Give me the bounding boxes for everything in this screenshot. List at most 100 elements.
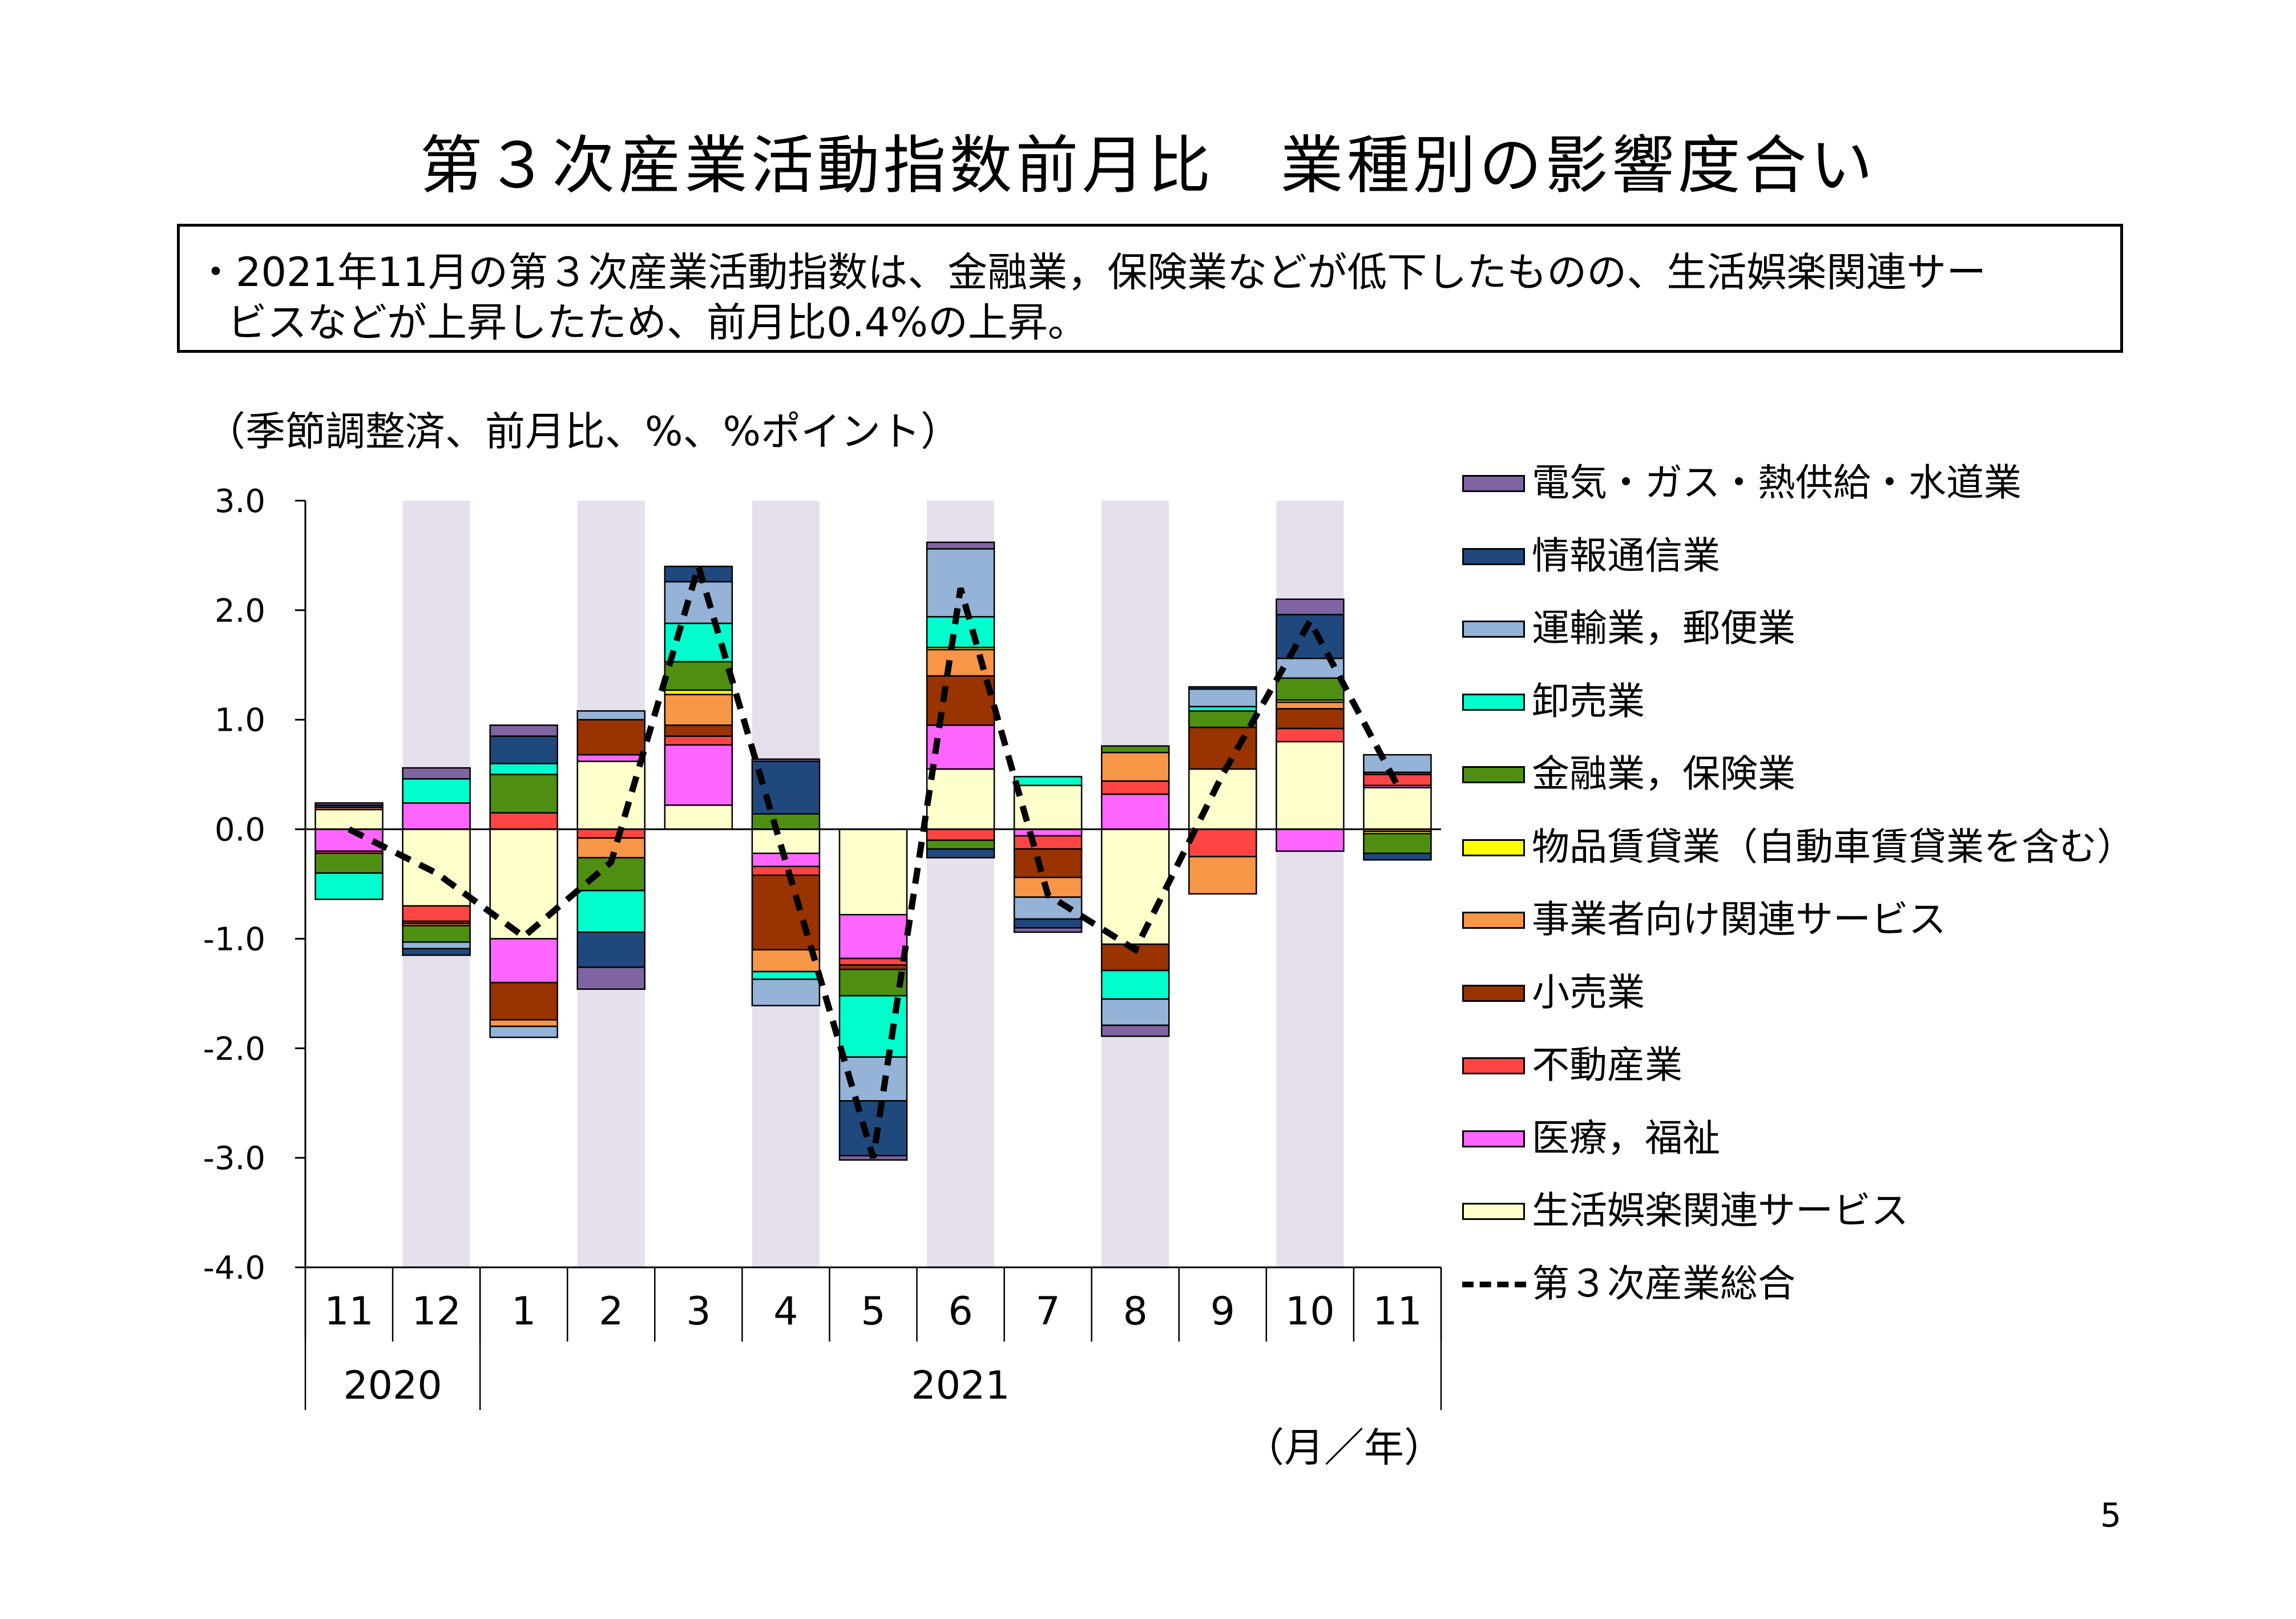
legend-dash-line — [1462, 1281, 1526, 1287]
bar-segment — [751, 760, 821, 815]
x-axis-unit-label: （月／年） — [1244, 1424, 1444, 1471]
legend-label: 不動産業 — [1532, 1043, 1682, 1087]
bar-segment — [1013, 848, 1083, 879]
x-tick-label: 11 — [324, 1289, 374, 1334]
bar-segment — [489, 735, 558, 764]
bar-segment — [489, 938, 558, 984]
bar-segment — [926, 839, 995, 850]
bar-segment — [1100, 745, 1170, 754]
bar-segment — [489, 724, 558, 737]
bar-segment — [314, 852, 384, 874]
legend-label: 生活娯楽関連サービス — [1532, 1189, 1908, 1233]
bar-segment — [402, 778, 471, 804]
legend-label: 医療，福祉 — [1532, 1115, 1720, 1160]
bar-segment — [402, 828, 471, 907]
bar-segment — [751, 813, 821, 830]
bar-segment — [314, 828, 384, 852]
y-tick-label: -3.0 — [203, 1140, 265, 1177]
legend-item: 電気・ガス・熱供給・水道業 — [1462, 460, 2204, 506]
year-label: 2020 — [344, 1363, 442, 1408]
bar-segment — [1100, 943, 1170, 972]
y-tick-label: -2.0 — [203, 1030, 265, 1068]
bar-segment — [926, 548, 995, 618]
legend-label: 小売業 — [1532, 970, 1645, 1014]
summary-line-2: ビスなどが上昇したため、前月比0.4%の上昇。 — [227, 299, 1088, 346]
legend-swatch — [1462, 839, 1525, 856]
bar-segment — [1100, 793, 1170, 830]
bar-segment — [1188, 688, 1257, 707]
legend-swatch — [1462, 1203, 1525, 1220]
legend-item: 情報通信業 — [1462, 533, 2204, 579]
bar-segment — [402, 941, 471, 949]
legend-item: 医療，福祉 — [1462, 1115, 2204, 1161]
bar-segment — [1013, 828, 1083, 837]
bar-segment — [751, 949, 821, 973]
x-tick-label: 4 — [773, 1289, 798, 1334]
bar-segment — [664, 622, 733, 663]
bar-segment — [838, 828, 908, 916]
bar-segment — [838, 913, 908, 960]
bar-segment — [838, 957, 908, 966]
bar-segment — [751, 978, 821, 1006]
legend-item: 物品賃貸業（自動車賃貸業を含む） — [1462, 824, 2204, 870]
bar-segment — [1188, 856, 1257, 895]
bar-segment — [1276, 727, 1345, 743]
x-tick-label: 3 — [686, 1289, 711, 1334]
legend-swatch — [1462, 912, 1525, 929]
bar-segment — [402, 948, 471, 956]
x-tick-label: 5 — [861, 1289, 885, 1334]
x-tick-label: 7 — [1036, 1289, 1060, 1334]
bar-segment — [1363, 832, 1432, 855]
legend-item: 運輸業，郵便業 — [1462, 606, 2204, 651]
bar-segment — [1188, 828, 1257, 857]
bar-segment — [926, 675, 995, 726]
bar-segment — [751, 970, 821, 980]
y-tick-label: 2.0 — [215, 593, 265, 630]
legend-item: 事業者向け関連サービス — [1462, 897, 2204, 943]
legend-swatch — [1462, 766, 1525, 783]
legend-label: 運輸業，郵便業 — [1532, 606, 1795, 650]
bar-segment — [576, 754, 646, 762]
x-tick-label: 12 — [411, 1289, 461, 1334]
bar-segment — [664, 744, 733, 806]
x-tick-label: 6 — [948, 1289, 973, 1334]
unit-label: （季節調整済、前月比、%、%ポイント） — [205, 408, 961, 455]
legend-label: 卸売業 — [1532, 679, 1645, 723]
legend-label: 事業者向け関連サービス — [1532, 897, 1946, 941]
bar-segment — [314, 872, 384, 900]
bar-segment — [926, 848, 995, 859]
x-tick-label: 9 — [1210, 1289, 1235, 1334]
bar-segment — [1363, 852, 1432, 861]
legend-label: 第３次産業総合 — [1532, 1261, 1795, 1306]
legend-label: 電気・ガス・熱供給・水道業 — [1532, 461, 2021, 505]
summary-line-1: ・2021年11月の第３次産業活動指数は、金融業，保険業などが低下したものの、生… — [196, 249, 1987, 296]
bar-segment — [402, 802, 471, 830]
bar-segment — [664, 735, 733, 746]
bar-segment — [402, 767, 471, 780]
legend-item: 卸売業 — [1462, 679, 2204, 724]
bar-segment — [1188, 710, 1257, 728]
bar-segment — [1276, 614, 1345, 659]
bar-segment — [1100, 1024, 1170, 1037]
bar-segment — [489, 828, 558, 940]
legend-item: 小売業 — [1462, 970, 2204, 1016]
bar-segment — [489, 1019, 558, 1028]
bar-segment — [926, 828, 995, 841]
bar-segment — [1363, 754, 1432, 774]
bar-segment — [1013, 918, 1083, 929]
legend-label: 情報通信業 — [1532, 533, 1720, 578]
legend-swatch — [1462, 621, 1525, 638]
bar-segment — [1188, 686, 1257, 690]
legend-label: 物品賃貸業（自動車賃貸業を含む） — [1532, 824, 2134, 869]
bar-segment — [751, 758, 821, 762]
legend-swatch — [1462, 693, 1525, 711]
y-tick-label: 0.0 — [215, 812, 265, 849]
bar-segment — [576, 828, 646, 839]
bar-segment — [576, 760, 646, 830]
bar-segment — [751, 828, 821, 855]
bar-segment — [1276, 708, 1345, 730]
legend-swatch — [1462, 547, 1525, 565]
bar-segment — [489, 812, 558, 830]
y-tick-label: 3.0 — [215, 483, 265, 520]
legend-item-total: 第３次産業総合 — [1462, 1261, 2204, 1307]
